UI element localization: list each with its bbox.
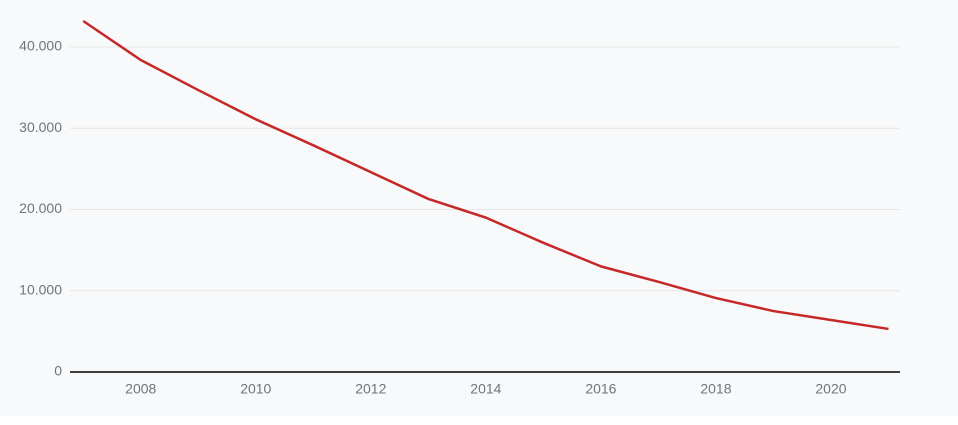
x-tick-label: 2008 — [125, 381, 156, 397]
x-tick-label: 2020 — [815, 381, 846, 397]
y-tick-label: 0 — [54, 363, 62, 379]
y-tick-label: 40.000 — [19, 38, 62, 54]
x-tick-label: 2018 — [700, 381, 731, 397]
y-tick-label: 20.000 — [19, 200, 62, 216]
line-series — [82, 19, 889, 331]
x-tick-label: 2010 — [240, 381, 271, 397]
x-tick-label: 2014 — [470, 381, 501, 397]
x-tick-label: 2016 — [585, 381, 616, 397]
y-tick-label: 10.000 — [19, 281, 62, 297]
x-tick-label: 2012 — [355, 381, 386, 397]
y-tick-label: 30.000 — [19, 119, 62, 135]
